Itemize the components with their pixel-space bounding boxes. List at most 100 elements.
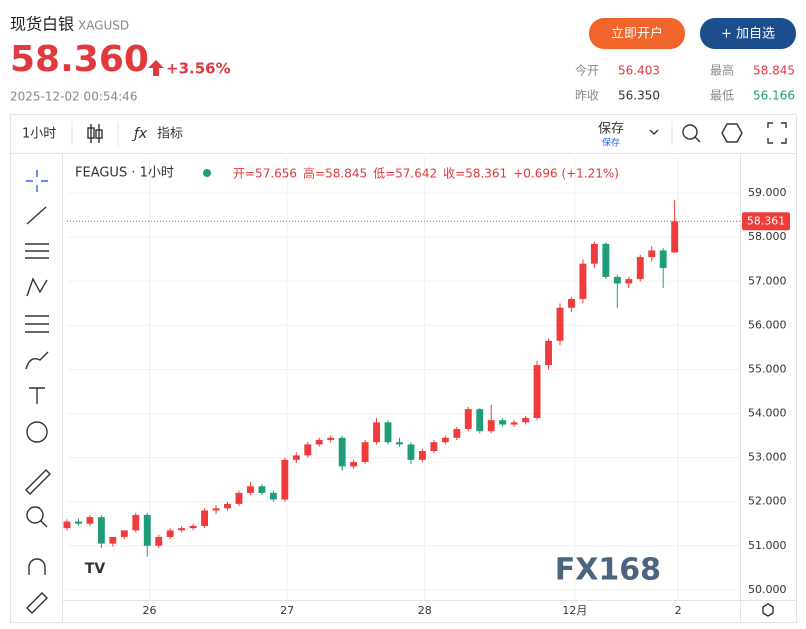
stat-label: 最低 <box>710 89 734 103</box>
brush-tool[interactable] <box>25 351 49 370</box>
watermark: FX168 <box>555 553 661 588</box>
candle-type-icon[interactable] <box>87 124 103 143</box>
last-price-tag <box>742 212 790 231</box>
erase-tool[interactable] <box>26 592 48 614</box>
candle-body <box>464 409 472 429</box>
y-tick-label: 51.000 <box>748 539 787 552</box>
candle-body <box>338 437 346 467</box>
save[interactable]: 保存 <box>598 122 624 137</box>
projection-tool[interactable] <box>25 315 49 333</box>
candle-body <box>636 257 644 280</box>
indicator[interactable]: 指标 <box>157 127 183 142</box>
settings-icon[interactable] <box>721 123 743 143</box>
candle-body <box>476 409 484 432</box>
candle-body <box>212 508 220 511</box>
legend-item: 收=58.361 <box>443 167 507 181</box>
y-tick-label: 57.000 <box>748 274 787 287</box>
candle-body <box>430 442 438 452</box>
y-tick-label: 58.000 <box>748 230 787 243</box>
y-tick-label: 50.000 <box>748 583 787 596</box>
candle-body <box>648 250 656 258</box>
save-sub[interactable]: 保存 <box>602 137 620 149</box>
y-tick-label: 53.000 <box>748 451 787 464</box>
candle-body <box>522 417 530 423</box>
candle-body <box>373 422 380 443</box>
watchlist-button[interactable] <box>700 18 796 49</box>
candle-body <box>63 521 71 529</box>
candle-body <box>166 530 174 537</box>
candle-body <box>143 514 151 546</box>
magnet-tool[interactable] <box>28 558 46 575</box>
chart-frame <box>10 114 797 623</box>
candle-body <box>224 503 231 509</box>
candle-body <box>269 492 277 500</box>
candle-body <box>384 422 392 443</box>
x-tick-label: 27 <box>280 604 294 617</box>
y-tick-label: 54.000 <box>748 407 787 420</box>
candle-body <box>579 263 587 299</box>
fx-icon[interactable]: ƒx <box>131 126 148 142</box>
candle-body <box>659 250 667 269</box>
alert-icon[interactable] <box>682 124 701 143</box>
fib-tool[interactable] <box>25 243 49 259</box>
up-arrow <box>148 60 164 76</box>
candle-body <box>155 536 163 546</box>
stat-value: 56.403 <box>618 64 660 78</box>
fullscreen-icon[interactable] <box>767 122 787 144</box>
trendline-tool[interactable] <box>26 206 47 225</box>
stat-label: 最高 <box>710 63 734 78</box>
x-tick-label: 26 <box>143 604 157 617</box>
candle-body <box>132 514 140 531</box>
interval[interactable]: 1小时 <box>22 127 56 142</box>
x-tick-label: 28 <box>418 604 432 617</box>
candle-body <box>568 298 575 308</box>
candle-body <box>407 444 415 460</box>
candle-body <box>671 221 679 253</box>
tv-logo: TV <box>85 561 106 577</box>
candle-body <box>418 451 426 460</box>
candle-body <box>510 422 518 425</box>
candle-body <box>396 442 403 445</box>
stat-label: 昨收 <box>575 89 599 103</box>
candle-body <box>556 307 564 341</box>
candle-body <box>327 437 335 440</box>
axis-settings[interactable] <box>762 603 774 617</box>
ruler-tool[interactable] <box>25 469 51 495</box>
candle-body <box>441 437 449 443</box>
drawing-tools <box>25 170 51 614</box>
candle-body <box>235 492 243 504</box>
open-account-label[interactable]: 立即开户 <box>611 26 663 42</box>
candle-body <box>247 486 254 493</box>
y-tick-label: 56.000 <box>748 318 787 331</box>
candle-body <box>304 444 312 456</box>
y-tick-label: 52.000 <box>748 495 787 508</box>
stat-value: 56.166 <box>753 89 795 103</box>
legend-item: 高=58.845 <box>303 166 367 181</box>
x-tick-label: 12月 <box>562 604 587 617</box>
candle-body <box>625 279 633 284</box>
emoji-tool[interactable] <box>26 421 48 443</box>
stat-label: 今开 <box>575 63 599 78</box>
zoom-tool[interactable] <box>26 506 48 528</box>
stat-value: 58.845 <box>753 64 795 78</box>
candle-body <box>178 528 186 531</box>
text-tool[interactable] <box>29 387 45 404</box>
x-tick-label: 2 <box>675 604 682 617</box>
candle-body <box>487 420 495 432</box>
title: 现货白银 <box>10 15 74 34</box>
candle-body <box>545 340 552 366</box>
candle-body <box>590 243 598 264</box>
last-price-label: 58.361 <box>747 214 786 227</box>
candle-body <box>75 521 82 524</box>
pattern-tool[interactable] <box>26 277 48 297</box>
open-account-button[interactable] <box>589 18 685 49</box>
candle-body <box>281 459 289 500</box>
save-dropdown[interactable] <box>649 129 659 135</box>
price: 58.360 <box>10 39 149 80</box>
legend-item: 低=57.642 <box>373 167 437 181</box>
candle-body <box>361 442 369 463</box>
crosshair-tool[interactable] <box>26 170 48 192</box>
watchlist-label[interactable]: + 加自选 <box>721 27 775 42</box>
candle-body <box>109 536 117 544</box>
